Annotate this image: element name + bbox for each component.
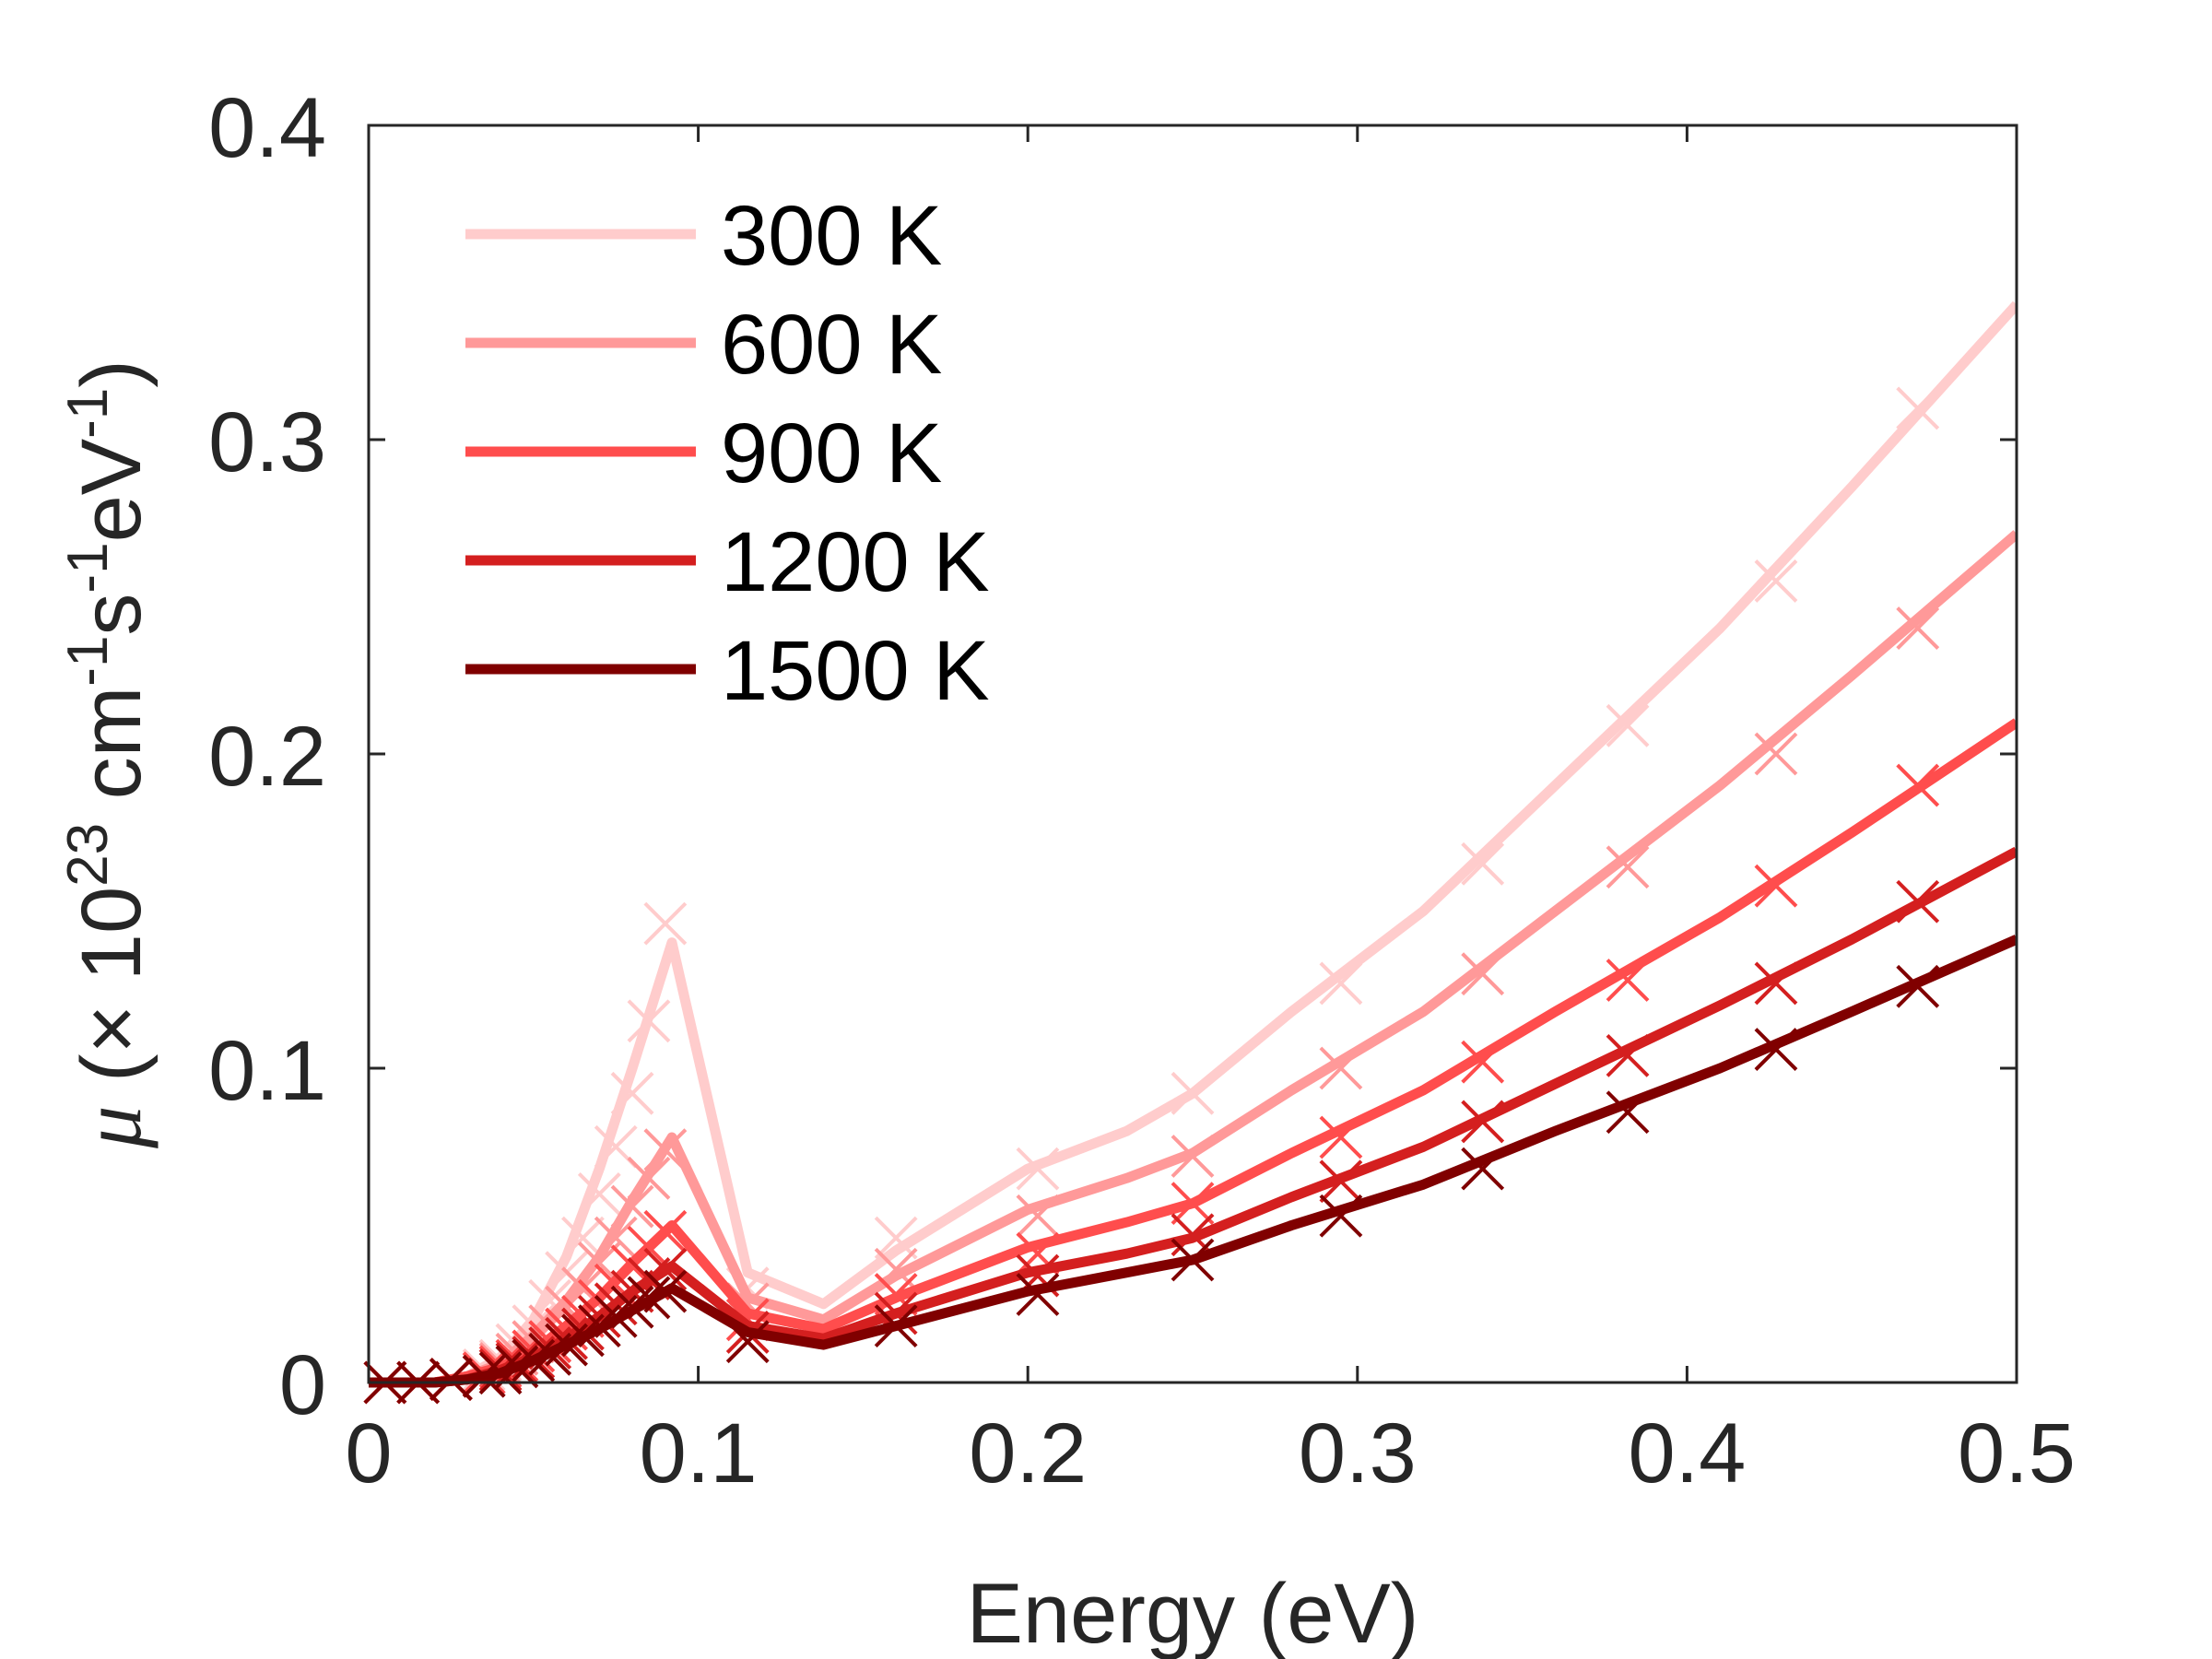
legend: 300 K 600 K 900 K 1200 K 1500 K xyxy=(465,189,990,718)
y-axis-label-close: ) xyxy=(65,359,159,388)
data-point xyxy=(874,1216,918,1260)
y-axis-label-times: × xyxy=(65,1005,159,1054)
legend-label: 1200 K xyxy=(721,515,990,609)
x-ticks: 0 0.1 0.2 0.3 0.4 0.5 xyxy=(345,125,2076,1500)
series-line xyxy=(369,300,2017,1388)
y-tick-label: 0.4 xyxy=(208,81,326,175)
legend-label: 300 K xyxy=(721,189,942,283)
y-axis-label-exp-3: -1 xyxy=(56,542,120,593)
y-axis-label-exp-4: -1 xyxy=(56,388,120,439)
x-tick-label: 0.2 xyxy=(969,1406,1087,1500)
y-axis-label: μ (× 1023 cm-1s-1eV-1) xyxy=(56,359,159,1149)
y-axis-label-exp-1: 23 xyxy=(56,823,120,887)
x-axis-label: Energy (eV) xyxy=(967,1567,1419,1659)
legend-label: 1500 K xyxy=(721,624,990,718)
y-axis-label-unit-1: cm xyxy=(65,687,159,823)
y-ticks: 0 0.1 0.2 0.3 0.4 xyxy=(208,81,2017,1432)
data-point xyxy=(1461,841,1505,886)
legend-item: 900 K xyxy=(465,406,942,500)
y-axis-label-symbol: μ xyxy=(65,1106,159,1149)
y-tick-label: 0.2 xyxy=(208,710,326,804)
legend-item: 600 K xyxy=(465,298,942,392)
legend-item: 1500 K xyxy=(465,624,990,718)
plot-area xyxy=(363,300,2017,1405)
y-axis-label-exp-2: -1 xyxy=(56,636,120,687)
data-point xyxy=(1754,732,1798,776)
series-line xyxy=(369,935,2017,1388)
x-tick-label: 0 xyxy=(345,1406,392,1500)
data-point xyxy=(1606,845,1650,889)
data-point xyxy=(1606,703,1650,747)
data-point xyxy=(1754,559,1798,603)
y-tick-label: 0.3 xyxy=(208,395,326,489)
y-tick-label: 0 xyxy=(279,1338,326,1432)
legend-label: 600 K xyxy=(721,298,942,392)
y-tick-label: 0.1 xyxy=(208,1024,326,1118)
y-axis-label-unit-2: s xyxy=(65,594,159,636)
data-point xyxy=(1896,606,1940,651)
x-tick-label: 0.1 xyxy=(640,1406,758,1500)
y-axis-label-unit-3: eV xyxy=(65,439,159,543)
x-tick-label: 0.3 xyxy=(1299,1406,1417,1500)
x-tick-label: 0.4 xyxy=(1628,1406,1746,1500)
y-axis-label-base: 10 xyxy=(65,887,159,1005)
y-axis-label-open: ( xyxy=(65,1053,159,1106)
plot-data xyxy=(363,300,2017,1405)
legend-label: 900 K xyxy=(721,406,942,500)
data-point xyxy=(643,901,688,946)
legend-item: 1200 K xyxy=(465,515,990,609)
legend-item: 300 K xyxy=(465,189,942,283)
x-tick-label: 0.5 xyxy=(1958,1406,2076,1500)
